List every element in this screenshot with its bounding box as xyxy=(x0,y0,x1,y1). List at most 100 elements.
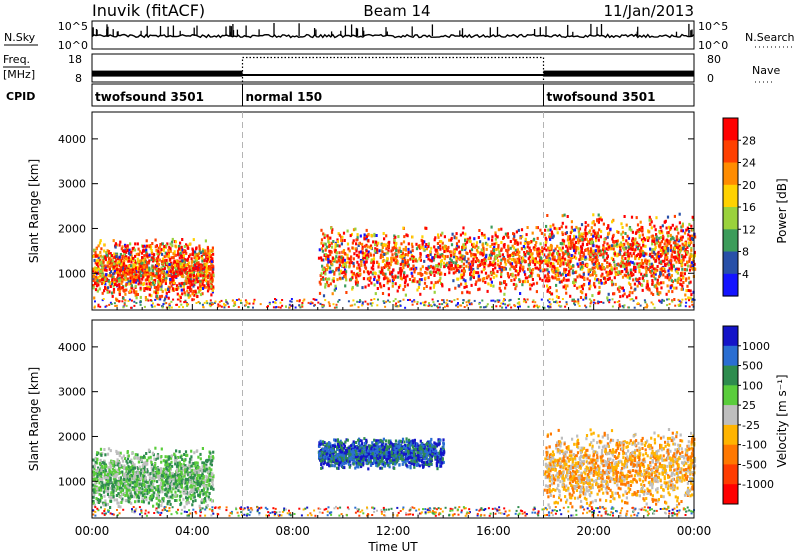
echo-pixel xyxy=(660,246,663,250)
echo-pixel xyxy=(649,247,652,251)
echo-pixel xyxy=(320,228,323,232)
echo-pixel xyxy=(119,263,123,267)
echo-pixel xyxy=(663,248,666,252)
echo-pixel xyxy=(606,278,610,281)
echo-pixel xyxy=(126,249,129,252)
echo-pixel xyxy=(370,304,373,307)
echo-pixel xyxy=(551,257,554,261)
echo-pixel xyxy=(139,268,142,271)
echo-pixel xyxy=(493,242,496,246)
echo-pixel xyxy=(95,275,98,279)
echo-pixel xyxy=(498,286,501,290)
echo-pixel xyxy=(334,284,337,288)
echo-pixel xyxy=(187,246,190,250)
echo-pixel xyxy=(534,259,537,263)
echo-pixel xyxy=(594,249,597,253)
echo-pixel xyxy=(213,301,216,304)
echo-pixel xyxy=(209,302,211,305)
echo-pixel xyxy=(365,243,368,247)
echo-pixel xyxy=(560,248,563,252)
echo-pixel xyxy=(341,235,344,239)
echo-pixel xyxy=(137,253,141,257)
colorbar-swatch xyxy=(723,229,738,253)
echo-pixel xyxy=(154,245,157,249)
echo-pixel xyxy=(156,291,159,295)
echo-pixel xyxy=(133,248,137,252)
echo-pixel xyxy=(335,303,338,306)
echo-pixel xyxy=(422,301,425,304)
echo-pixel xyxy=(351,287,354,291)
echo-pixel xyxy=(346,253,349,257)
echo-pixel xyxy=(235,299,238,301)
echo-pixel xyxy=(146,298,149,301)
echo-pixel xyxy=(551,232,554,236)
echo-pixel xyxy=(438,303,441,306)
echo-pixel xyxy=(617,262,620,266)
echo-pixel xyxy=(615,239,618,243)
echo-pixel xyxy=(394,298,397,301)
echo-pixel xyxy=(600,229,603,233)
echo-pixel xyxy=(159,298,162,301)
echo-pixel xyxy=(660,286,663,290)
echo-pixel xyxy=(484,280,487,284)
echo-pixel xyxy=(673,258,676,262)
echo-pixel xyxy=(663,246,666,250)
echo-pixel xyxy=(543,253,546,257)
echo-pixel xyxy=(512,237,515,241)
echo-pixel xyxy=(619,241,623,245)
echo-pixel xyxy=(576,286,579,290)
echo-pixel xyxy=(107,286,110,290)
echo-pixel xyxy=(137,247,140,251)
echo-pixel xyxy=(232,305,235,307)
echo-pixel xyxy=(443,265,446,269)
echo-pixel xyxy=(581,267,584,271)
echo-pixel xyxy=(512,265,515,269)
echo-pixel xyxy=(97,256,100,260)
echo-pixel xyxy=(143,288,146,292)
echo-pixel xyxy=(218,300,221,303)
echo-pixel xyxy=(625,239,628,243)
echo-pixel xyxy=(554,276,557,280)
echo-pixel xyxy=(584,263,587,267)
echo-pixel xyxy=(199,452,202,456)
echo-pixel xyxy=(327,255,330,258)
echo-pixel xyxy=(164,297,167,300)
echo-pixel xyxy=(480,248,483,252)
echo-pixel xyxy=(202,251,205,255)
echo-pixel xyxy=(681,284,684,288)
echo-pixel xyxy=(619,295,622,299)
echo-pixel xyxy=(594,239,598,243)
echo-pixel xyxy=(465,285,468,289)
echo-pixel xyxy=(469,265,472,269)
echo-pixel xyxy=(609,269,612,273)
echo-pixel xyxy=(535,281,539,285)
echo-pixel xyxy=(686,245,689,249)
echo-pixel xyxy=(459,253,462,257)
echo-pixel xyxy=(370,260,373,264)
echo-pixel xyxy=(104,278,107,282)
echo-pixel xyxy=(549,224,552,228)
echo-pixel xyxy=(182,268,185,272)
echo-pixel xyxy=(560,273,563,277)
echo-pixel xyxy=(683,231,687,235)
echo-pixel xyxy=(601,263,604,266)
echo-pixel xyxy=(558,227,561,231)
echo-pixel xyxy=(670,279,673,283)
echo-pixel xyxy=(148,253,151,257)
y-tick-label: 2000 xyxy=(58,222,86,235)
echo-pixel xyxy=(470,254,473,258)
echo-pixel xyxy=(528,267,531,271)
echo-pixel xyxy=(543,306,546,309)
echo-pixel xyxy=(441,231,444,235)
echo-pixel xyxy=(356,280,359,284)
echo-pixel xyxy=(549,237,552,241)
echo-pixel xyxy=(687,289,690,292)
echo-pixel xyxy=(669,259,672,263)
echo-pixel xyxy=(397,271,400,275)
echo-pixel xyxy=(347,247,350,251)
echo-pixel xyxy=(524,252,527,256)
echo-pixel xyxy=(365,260,368,264)
echo-pixel xyxy=(616,252,619,256)
echo-pixel xyxy=(121,254,124,258)
echo-pixel xyxy=(653,240,656,243)
